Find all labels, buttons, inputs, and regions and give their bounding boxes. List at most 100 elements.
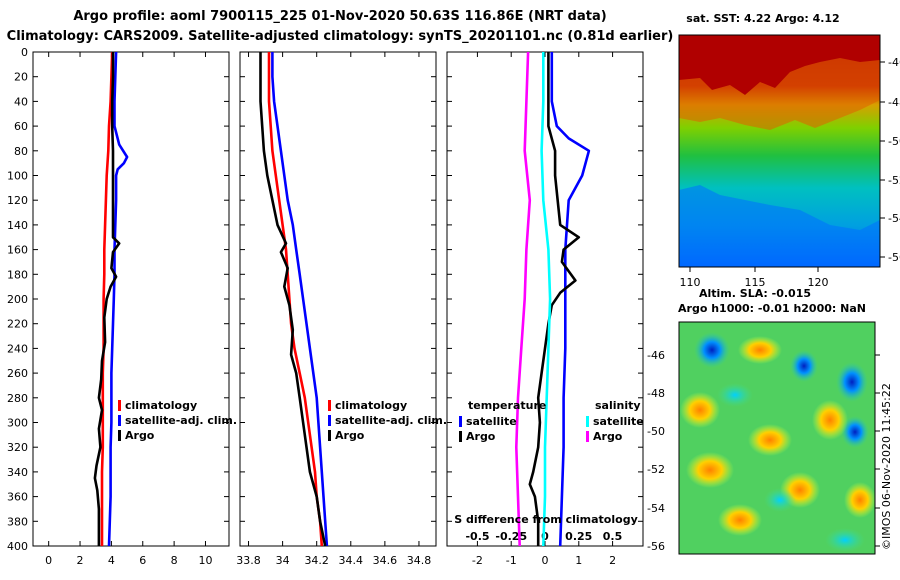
sst-transition	[679, 58, 880, 130]
map-tick-label: -46	[888, 56, 900, 69]
x-tick-label: 0	[542, 554, 549, 567]
map-tick-label: -54	[647, 502, 665, 515]
sla-cyan-patch	[764, 488, 796, 512]
depth-tick-label: 260	[7, 367, 28, 380]
x-tick-label: 10	[198, 554, 212, 567]
depth-tick-label: 320	[7, 441, 28, 454]
top-tick-label: 0.5	[603, 530, 623, 543]
sla-cyan-patch	[717, 383, 753, 407]
sla-blue-eddy	[841, 416, 869, 448]
sla-warm-eddy	[844, 482, 876, 518]
series-satellite-adj-clim-	[107, 51, 129, 547]
depth-tick-label: 300	[7, 417, 28, 430]
x-tick-label: 1	[575, 554, 582, 567]
header-line-2: Climatology: CARS2009. Satellite-adjuste…	[7, 29, 674, 44]
legend-label-temp-argo: Argo	[466, 430, 496, 443]
sla-warm-eddy	[738, 336, 782, 364]
depth-tick-label: 140	[7, 219, 28, 232]
depth-tick-label: 200	[7, 293, 28, 306]
salinity-legend: climatology satellite-adj. clim. Argo	[328, 399, 447, 442]
x-tick-label: 34.2	[304, 554, 329, 567]
temperature-legend: climatology satellite-adj. clim. Argo	[118, 399, 237, 442]
top-tick-label: -0.25	[495, 530, 527, 543]
sla-warm-eddy	[812, 400, 848, 440]
depth-tick-label: 0	[21, 46, 28, 59]
x-tick-label: 34.6	[373, 554, 398, 567]
legend-swatch-temp-argo	[459, 431, 462, 442]
sla-map	[678, 321, 876, 555]
difference-plot: -2 -1 0 1 2 -0.5 -0.25 0 0.25 0.5	[465, 51, 623, 567]
x-tick-label: 33.8	[236, 554, 261, 567]
temperature-panel	[32, 51, 230, 547]
x-tick-label: 0	[45, 554, 52, 567]
header-line-1: Argo profile: aoml 7900115_225 01-Nov-20…	[73, 9, 606, 24]
map-tick-label: 115	[745, 276, 766, 289]
depth-tick-label: 100	[7, 170, 28, 183]
map-tick-label: -50	[888, 135, 900, 148]
sst-warm-front	[679, 35, 880, 95]
legend-label-argo: Argo	[125, 429, 155, 442]
map-tick-label: 110	[680, 276, 701, 289]
depth-tick-label: 180	[7, 268, 28, 281]
sla-map-title-1: Altim. SLA: -0.015	[699, 287, 811, 300]
legend-swatch-climatology	[118, 400, 121, 411]
series-argo	[259, 52, 327, 547]
legend-swatch-satellite	[328, 415, 331, 426]
legend-label-satellite: satellite-adj. clim.	[125, 414, 237, 427]
depth-tick-label: 360	[7, 491, 28, 504]
sla-blue-eddy	[790, 350, 818, 382]
map-tick-label: -48	[647, 387, 665, 400]
difference-legend: temperature satellite Argo salinity sate…	[459, 399, 644, 443]
x-tick-label: -1	[506, 554, 517, 567]
depth-tick-label: 20	[14, 71, 28, 84]
x-tick-label: 2	[77, 554, 84, 567]
sla-warm-eddy	[680, 392, 720, 428]
sla-blue-eddy	[836, 362, 868, 402]
x-tick-label: 4	[108, 554, 115, 567]
map-tick-label: -50	[647, 425, 665, 438]
depth-tick-label: 40	[14, 95, 28, 108]
legend-label-satellite: satellite-adj. clim.	[335, 414, 447, 427]
sla-cyan-patch	[825, 528, 865, 552]
depth-tick-label: 400	[7, 540, 28, 553]
sst-map	[678, 34, 881, 268]
legend-label-temp-satellite: satellite	[466, 415, 517, 428]
depth-axis: 0 20 40 60 80 100 120 140 160 180 200 220 240 260 280 3…	[7, 46, 643, 553]
depth-tick-label: 80	[14, 145, 28, 158]
legend-swatch-climatology	[328, 400, 331, 411]
sst-map-axes: -46 -48 -50 -52 -54 -56 110 115 120	[680, 56, 900, 289]
sst-map-frame	[678, 34, 881, 268]
top-tick-label: -0.5	[465, 530, 489, 543]
temperature-plot: 0 2 4 6 8 10	[45, 51, 212, 567]
legend-swatch-sal-satellite	[586, 416, 589, 427]
sla-blue-eddy	[694, 332, 730, 368]
legend-label-sal-satellite: satellite	[593, 415, 644, 428]
series-satellite-adj-clim-	[271, 52, 329, 547]
map-tick-label: -56	[888, 251, 900, 264]
legend-title-salinity: salinity	[595, 399, 641, 412]
legend-label-sal-argo: Argo	[593, 430, 623, 443]
legend-label-climatology: climatology	[335, 399, 407, 412]
depth-tick-label: 380	[7, 515, 28, 528]
top-tick-label: 0	[541, 530, 549, 543]
x-tick-label: 2	[609, 554, 616, 567]
sla-map-axes: -46 -48 -50 -52 -54 -56	[647, 349, 880, 553]
map-tick-label: -56	[647, 540, 665, 553]
map-tick-label: -46	[647, 349, 665, 362]
x-tick-label: 34.4	[339, 554, 364, 567]
sla-warm-eddy	[718, 504, 762, 536]
top-tick-label: 0.25	[565, 530, 592, 543]
legend-swatch-argo	[118, 430, 121, 441]
legend-swatch-sal-argo	[586, 431, 589, 442]
legend-title-temperature: temperature	[468, 399, 546, 412]
depth-tick-label: 240	[7, 342, 28, 355]
x-tick-label: 34	[276, 554, 290, 567]
sla-warm-eddy	[686, 452, 734, 488]
difference-xlabel: S difference from climatology	[454, 513, 638, 526]
map-tick-label: -52	[888, 174, 900, 187]
x-tick-label: 34.8	[407, 554, 432, 567]
sst-cold-region	[679, 185, 880, 267]
depth-tick-label: 160	[7, 244, 28, 257]
depth-tick-label: 60	[14, 120, 28, 133]
